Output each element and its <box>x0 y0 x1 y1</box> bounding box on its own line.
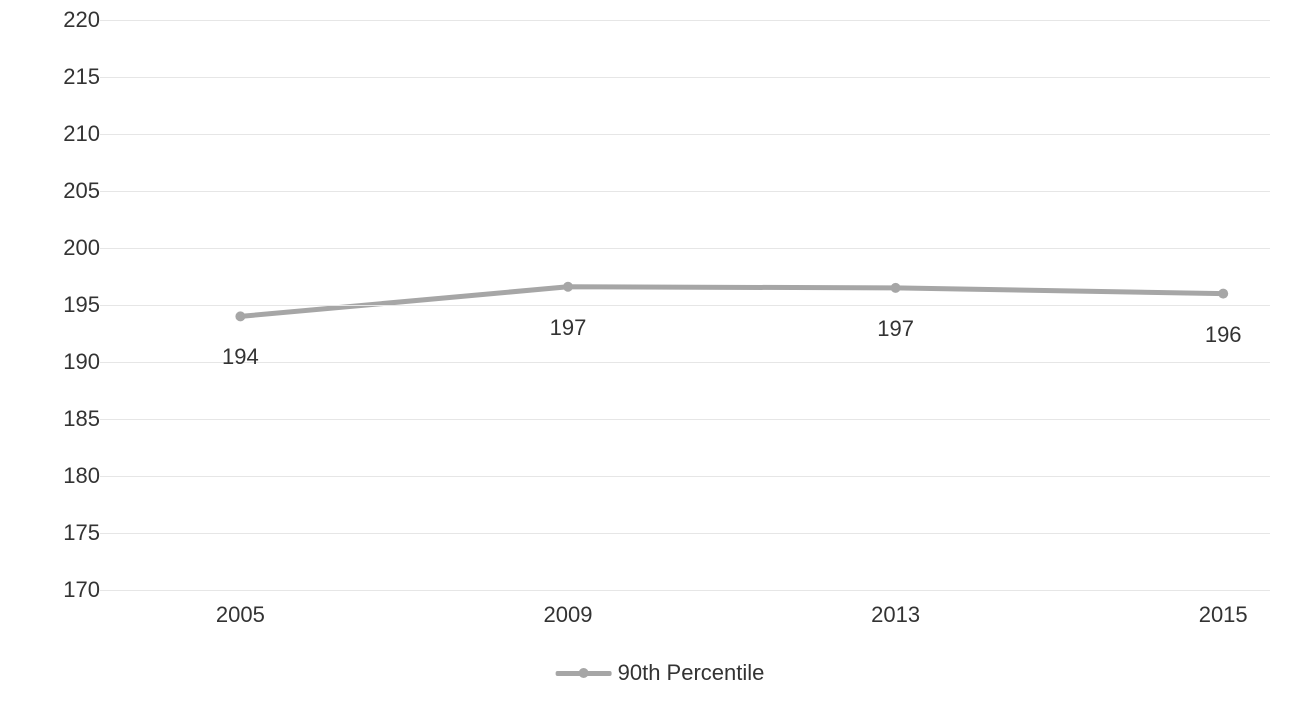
gridline <box>100 476 1270 477</box>
legend: 90th Percentile <box>556 660 765 686</box>
gridline <box>100 134 1270 135</box>
plot-area: 194 197 197 196 <box>100 20 1270 590</box>
data-label: 197 <box>877 316 914 342</box>
data-marker <box>563 282 573 292</box>
data-marker <box>1218 289 1228 299</box>
data-marker <box>891 283 901 293</box>
legend-line-sample <box>556 671 612 676</box>
gridline <box>100 248 1270 249</box>
x-tick-label: 2005 <box>216 602 265 628</box>
data-marker <box>235 311 245 321</box>
y-tick-label: 170 <box>50 577 100 603</box>
gridline <box>100 305 1270 306</box>
y-tick-label: 205 <box>50 178 100 204</box>
gridline <box>100 191 1270 192</box>
y-tick-label: 200 <box>50 235 100 261</box>
x-tick-label: 2009 <box>544 602 593 628</box>
gridline <box>100 590 1270 591</box>
gridline <box>100 533 1270 534</box>
gridline <box>100 77 1270 78</box>
data-label: 194 <box>222 344 259 370</box>
chart-container: 194 197 197 196 90th Percentile 170 175 180 18… <box>40 20 1280 700</box>
legend-label: 90th Percentile <box>618 660 765 686</box>
data-label: 196 <box>1205 322 1242 348</box>
x-tick-label: 2015 <box>1199 602 1248 628</box>
gridline <box>100 419 1270 420</box>
y-tick-label: 210 <box>50 121 100 147</box>
y-tick-label: 175 <box>50 520 100 546</box>
y-tick-label: 180 <box>50 463 100 489</box>
y-tick-label: 220 <box>50 7 100 33</box>
y-tick-label: 190 <box>50 349 100 375</box>
y-tick-label: 215 <box>50 64 100 90</box>
y-tick-label: 195 <box>50 292 100 318</box>
y-tick-label: 185 <box>50 406 100 432</box>
legend-marker <box>579 668 589 678</box>
x-tick-label: 2013 <box>871 602 920 628</box>
gridline <box>100 362 1270 363</box>
series-line <box>240 287 1223 317</box>
data-label: 197 <box>550 315 587 341</box>
gridline <box>100 20 1270 21</box>
